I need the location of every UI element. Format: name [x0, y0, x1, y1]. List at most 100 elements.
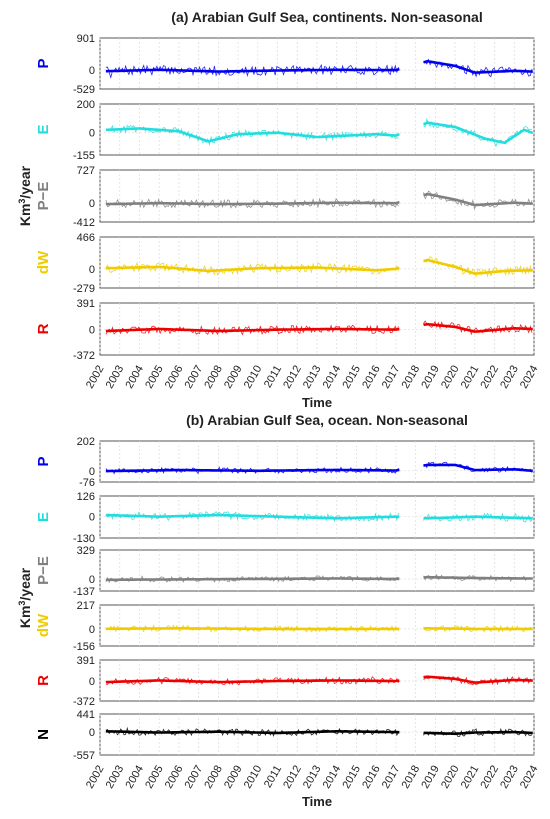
series-panel-R: 391 0 -372 R — [35, 298, 535, 362]
x-tick-label: 2011 — [262, 364, 284, 390]
x-tick-label: 2009 — [222, 764, 245, 791]
series-panel-E: 200 0 -155 E — [35, 99, 535, 162]
y-tick-label: -372 — [73, 350, 95, 362]
y-tick-label: 0 — [89, 65, 95, 77]
series-line-smoothed — [105, 468, 400, 473]
x-tick-label: 2012 — [281, 364, 304, 391]
series-panel-N: 441 0 -557 N — [35, 709, 535, 762]
x-tick-label: 2008 — [202, 364, 225, 391]
series-line-smoothed — [105, 679, 400, 684]
y-tick-label: 0 — [89, 264, 95, 276]
chart-panel-group-1: (b) Arabian Gulf Sea, ocean. Non-seasona… — [17, 412, 541, 809]
x-tick-label: 2022 — [479, 364, 502, 391]
series-name: P−E — [35, 556, 52, 585]
series-name: P — [35, 58, 52, 68]
y-unit-label: Km3/year — [17, 165, 33, 226]
y-tick-label: 217 — [77, 600, 95, 612]
y-tick-label: 391 — [77, 655, 95, 667]
series-line-smoothed — [105, 265, 400, 273]
series-name: dW — [35, 613, 52, 637]
y-tick-label: 0 — [89, 676, 95, 688]
y-tick-label: 0 — [89, 512, 95, 524]
x-tick-label: 2022 — [479, 764, 502, 791]
y-tick-label: 0 — [89, 727, 95, 739]
y-tick-label: 0 — [89, 325, 95, 337]
series-line-smoothed — [423, 515, 533, 520]
x-tick-label: 2023 — [498, 364, 521, 391]
x-tick-label: 2009 — [222, 364, 245, 391]
y-tick-label: 126 — [77, 491, 95, 503]
y-tick-label: -76 — [79, 477, 95, 489]
y-tick-label: -137 — [73, 586, 95, 598]
series-panel-dW: 466 0 -279 dW — [35, 232, 535, 295]
y-tick-label: 329 — [77, 545, 95, 557]
y-tick-label: -156 — [73, 641, 95, 653]
x-tick-label: 2017 — [380, 764, 403, 791]
series-line-smoothed — [105, 67, 400, 73]
series-name: N — [35, 729, 52, 740]
y-tick-label: -529 — [73, 84, 95, 96]
y-tick-label: -155 — [73, 150, 95, 162]
x-tick-label: 2019 — [419, 764, 442, 791]
x-tick-label: 2021 — [459, 764, 482, 791]
series-panel-P: 901 0 -529 P — [35, 33, 535, 96]
chart-title: (b) Arabian Gulf Sea, ocean. Non-seasona… — [186, 412, 468, 428]
x-tick-label: 2020 — [439, 364, 462, 391]
series-name: R — [35, 323, 52, 334]
y-tick-label: 466 — [77, 232, 95, 244]
x-tick-label: 2005 — [143, 364, 166, 391]
y-tick-label: 391 — [77, 298, 95, 310]
y-tick-label: -372 — [73, 696, 95, 708]
series-line-smoothed — [105, 513, 400, 520]
x-tick-label: 2007 — [183, 364, 206, 391]
x-tick-label: 2010 — [242, 764, 265, 791]
series-line-smoothed — [105, 327, 400, 333]
x-tick-label: 2006 — [163, 764, 186, 791]
series-panel-dW: 217 0 -156 dW — [35, 600, 535, 653]
series-name: P — [35, 456, 52, 466]
series-line-smoothed — [423, 463, 533, 473]
x-tick-label: 2018 — [400, 364, 423, 391]
x-tick-label: 2011 — [262, 764, 284, 790]
x-tick-label: 2013 — [301, 764, 324, 791]
x-tick-label: 2003 — [104, 764, 127, 791]
series-line-smoothed — [423, 59, 533, 74]
series-line-raw — [105, 124, 399, 147]
y-tick-label: 0 — [89, 466, 95, 478]
x-tick-label: 2020 — [439, 764, 462, 791]
series-panel-E: 126 0 -130 E — [35, 491, 535, 545]
y-tick-label: 0 — [89, 574, 95, 586]
y-tick-label: -557 — [73, 750, 95, 762]
x-tick-label: 2024 — [518, 764, 541, 791]
series-panel-P−E: 329 0-137 P−E — [35, 545, 535, 598]
x-tick-label: 2004 — [123, 364, 146, 391]
x-tick-label: 2005 — [143, 764, 166, 791]
series-line-smoothed — [105, 627, 400, 631]
y-tick-label: 0 — [89, 198, 95, 210]
x-tick-label: 2016 — [360, 364, 383, 391]
y-tick-label: 727 — [77, 165, 95, 177]
x-tick-label: 2006 — [163, 364, 186, 391]
y-tick-label: 0 — [89, 624, 95, 636]
series-line-smoothed — [105, 200, 400, 206]
y-tick-label: 200 — [77, 99, 95, 111]
series-line-smoothed — [105, 730, 400, 735]
x-tick-label: 2010 — [242, 364, 265, 391]
y-tick-label: -279 — [73, 283, 95, 295]
x-tick-label: 2003 — [104, 364, 127, 391]
series-line-smoothed — [105, 127, 400, 143]
x-tick-label: 2014 — [321, 364, 344, 391]
series-line-smoothed — [423, 575, 533, 580]
x-tick-label: 2002 — [84, 364, 107, 391]
y-tick-label: -412 — [73, 217, 95, 229]
x-tick-label: 2015 — [340, 764, 363, 791]
x-tick-label: 2017 — [380, 364, 403, 391]
x-tick-label: 2018 — [400, 764, 423, 791]
x-tick-label: 2023 — [498, 764, 521, 791]
x-tick-label: 2013 — [301, 364, 324, 391]
y-tick-label: -130 — [73, 533, 95, 545]
series-line-smoothed — [423, 192, 533, 207]
series-line-smoothed — [423, 322, 533, 333]
series-line-raw — [105, 261, 399, 276]
